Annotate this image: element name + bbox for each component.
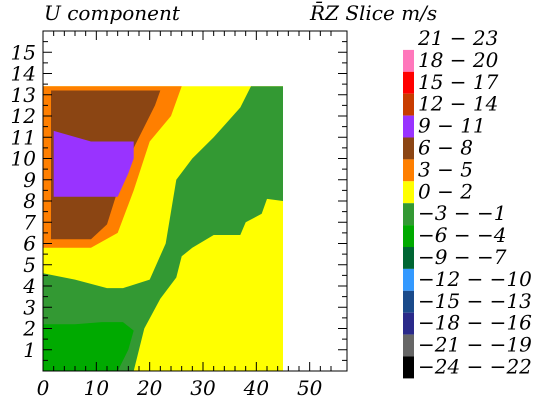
x-tick-label: 20 bbox=[136, 376, 163, 400]
contour-region-1 bbox=[43, 86, 283, 372]
y-tick-label: 8 bbox=[23, 189, 36, 213]
y-tick-label: 10 bbox=[11, 147, 37, 171]
contour-region-5 bbox=[53, 130, 134, 197]
legend-swatch bbox=[403, 225, 414, 247]
y-tick-label: 15 bbox=[11, 40, 36, 64]
x-tick-label: 30 bbox=[190, 376, 216, 400]
legend-label: −12 − −10 bbox=[418, 267, 532, 291]
contour-region-2 bbox=[43, 322, 134, 371]
chart-subtitle: R̄Z Slice m/s bbox=[309, 0, 437, 25]
x-tick-label: 0 bbox=[37, 376, 50, 400]
legend-label: −3 − −1 bbox=[418, 201, 506, 225]
legend-swatch bbox=[403, 203, 414, 226]
legend-label: 15 − 17 bbox=[418, 70, 499, 94]
legend-label: −15 − −13 bbox=[418, 289, 532, 313]
legend-label: 9 − 11 bbox=[418, 114, 486, 138]
y-tick-label: 4 bbox=[22, 274, 36, 298]
legend-label: 21 − 23 bbox=[417, 26, 498, 50]
y-tick-label: 7 bbox=[23, 210, 36, 234]
legend-swatch bbox=[403, 93, 414, 116]
legend-label: −24 − −22 bbox=[418, 355, 532, 379]
legend-label: 3 − 5 bbox=[418, 157, 473, 181]
y-tick-label: 12 bbox=[11, 104, 36, 128]
x-tick-label: 10 bbox=[84, 376, 110, 400]
legend-swatch bbox=[403, 159, 414, 182]
legend-swatch bbox=[403, 334, 414, 357]
y-tick-label: 13 bbox=[11, 83, 36, 107]
y-tick-label: 6 bbox=[23, 232, 36, 256]
legend-swatch bbox=[403, 181, 414, 204]
x-axis: 0 10 20 30 40 50 bbox=[37, 31, 332, 400]
heatmap-regions bbox=[43, 86, 283, 372]
chart-title: U component bbox=[44, 1, 181, 25]
legend-swatch bbox=[403, 247, 414, 269]
legend-label: −18 − −16 bbox=[418, 311, 532, 335]
legend-swatch bbox=[403, 49, 414, 72]
legend-swatch bbox=[403, 268, 414, 291]
y-tick-label: 14 bbox=[11, 62, 36, 86]
x-tick-label: 50 bbox=[297, 376, 323, 400]
legend-label: −6 − −4 bbox=[418, 223, 506, 247]
legend-label: 6 − 8 bbox=[418, 136, 473, 160]
legend-label: 0 − 2 bbox=[418, 179, 473, 203]
legend-label: −21 − −19 bbox=[418, 333, 532, 357]
legend-swatch bbox=[403, 356, 414, 379]
legend-swatch bbox=[403, 290, 414, 313]
legend-swatch bbox=[403, 115, 414, 138]
legend-swatch bbox=[403, 312, 414, 335]
legend-label: −9 − −7 bbox=[418, 245, 507, 269]
legend-label: 18 − 20 bbox=[418, 48, 499, 72]
y-tick-label: 5 bbox=[23, 253, 36, 277]
y-tick-label: 11 bbox=[11, 125, 36, 149]
y-tick-label: 3 bbox=[23, 295, 36, 319]
x-tick-label: 40 bbox=[243, 376, 270, 400]
legend-swatch bbox=[403, 71, 414, 94]
y-tick-label: 2 bbox=[22, 317, 36, 341]
y-tick-label: 9 bbox=[23, 168, 36, 192]
legend-label: 12 − 14 bbox=[418, 92, 498, 116]
legend-swatch bbox=[403, 28, 414, 50]
legend-swatch bbox=[403, 137, 414, 160]
y-tick-label: 1 bbox=[23, 338, 36, 362]
